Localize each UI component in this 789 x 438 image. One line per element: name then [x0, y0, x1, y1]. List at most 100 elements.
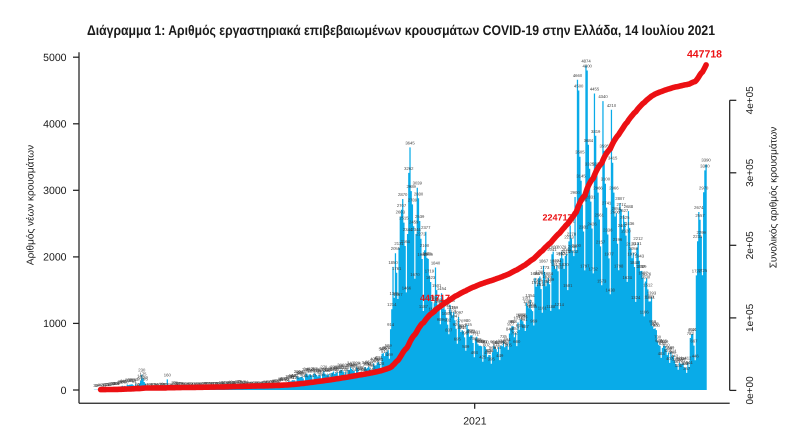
svg-text:3145: 3145 — [576, 174, 586, 179]
svg-text:2021: 2021 — [463, 415, 487, 427]
svg-text:4: 4 — [97, 383, 100, 388]
svg-text:424: 424 — [375, 355, 383, 360]
svg-text:50: 50 — [240, 380, 245, 385]
svg-text:Αριθμός νέων κρουσμάτων: Αριθμός νέων κρουσμάτων — [26, 145, 37, 265]
svg-text:340: 340 — [347, 360, 355, 365]
svg-text:24: 24 — [184, 381, 189, 386]
svg-text:270: 270 — [342, 365, 350, 370]
svg-text:2336: 2336 — [603, 228, 613, 233]
svg-text:1058: 1058 — [517, 313, 527, 318]
svg-text:43: 43 — [218, 380, 223, 385]
svg-text:31: 31 — [176, 381, 181, 386]
svg-text:573: 573 — [494, 345, 502, 350]
svg-text:4500: 4500 — [574, 84, 584, 89]
svg-text:1623: 1623 — [426, 275, 436, 280]
svg-text:2131: 2131 — [632, 241, 642, 246]
svg-text:2080: 2080 — [549, 245, 559, 250]
svg-text:23: 23 — [186, 382, 191, 387]
svg-text:344: 344 — [686, 360, 694, 365]
svg-text:1306: 1306 — [430, 296, 440, 301]
svg-text:1573: 1573 — [597, 278, 607, 283]
svg-text:1188: 1188 — [546, 304, 556, 309]
svg-text:28: 28 — [207, 381, 212, 386]
svg-text:599: 599 — [385, 343, 393, 348]
svg-text:27: 27 — [203, 381, 208, 386]
svg-text:2129: 2129 — [626, 241, 636, 246]
svg-text:664: 664 — [490, 339, 498, 344]
svg-text:2627: 2627 — [619, 208, 629, 213]
svg-text:2966: 2966 — [609, 186, 619, 191]
svg-text:2970: 2970 — [699, 185, 709, 190]
svg-text:2807: 2807 — [615, 196, 625, 201]
svg-text:1722: 1722 — [692, 268, 702, 273]
svg-text:657: 657 — [502, 339, 510, 344]
svg-text:30: 30 — [113, 381, 118, 386]
svg-text:1943: 1943 — [635, 254, 645, 259]
svg-text:232: 232 — [323, 368, 331, 373]
svg-text:3039: 3039 — [413, 181, 423, 186]
svg-text:82: 82 — [129, 378, 134, 383]
svg-text:2658: 2658 — [612, 206, 622, 211]
svg-text:959: 959 — [649, 319, 657, 324]
svg-text:73: 73 — [126, 378, 131, 383]
svg-text:361: 361 — [674, 359, 682, 364]
svg-text:100: 100 — [279, 376, 287, 381]
svg-text:62: 62 — [277, 379, 282, 384]
svg-text:45: 45 — [230, 380, 235, 385]
svg-text:175: 175 — [140, 371, 148, 376]
svg-text:1385: 1385 — [390, 291, 400, 296]
svg-text:706: 706 — [470, 336, 478, 341]
svg-text:1977: 1977 — [604, 251, 614, 256]
svg-text:84: 84 — [285, 377, 290, 382]
svg-text:13: 13 — [104, 382, 109, 387]
svg-text:2196: 2196 — [613, 237, 623, 242]
svg-text:22: 22 — [199, 382, 204, 387]
svg-text:90: 90 — [133, 377, 138, 382]
svg-text:1684: 1684 — [530, 271, 540, 276]
svg-text:4000: 4000 — [43, 119, 67, 131]
svg-text:385: 385 — [678, 357, 686, 362]
svg-text:2377: 2377 — [421, 225, 431, 230]
svg-text:3e+05: 3e+05 — [745, 158, 756, 187]
svg-text:510: 510 — [381, 349, 389, 354]
svg-text:240: 240 — [331, 367, 339, 372]
svg-text:195: 195 — [297, 370, 305, 375]
svg-text:2164: 2164 — [401, 239, 411, 244]
svg-text:792: 792 — [511, 330, 519, 335]
svg-text:666: 666 — [476, 339, 484, 344]
svg-text:33: 33 — [234, 381, 239, 386]
svg-text:3100: 3100 — [601, 177, 611, 182]
svg-text:40: 40 — [222, 380, 227, 385]
svg-text:12: 12 — [163, 382, 168, 387]
svg-text:1097: 1097 — [454, 310, 464, 315]
svg-text:1328: 1328 — [427, 295, 437, 300]
svg-text:982: 982 — [444, 318, 452, 323]
svg-text:102: 102 — [280, 376, 288, 381]
svg-text:661: 661 — [481, 339, 489, 344]
svg-text:1820: 1820 — [559, 262, 569, 267]
svg-text:31: 31 — [206, 381, 211, 386]
svg-text:217: 217 — [305, 369, 313, 374]
svg-text:18: 18 — [192, 382, 197, 387]
svg-text:244: 244 — [322, 367, 330, 372]
svg-text:1214: 1214 — [387, 302, 397, 307]
svg-text:96: 96 — [284, 377, 289, 382]
svg-text:50: 50 — [267, 380, 272, 385]
svg-text:771: 771 — [472, 332, 480, 337]
svg-text:1725: 1725 — [698, 268, 708, 273]
svg-text:3325: 3325 — [585, 162, 595, 167]
svg-text:36: 36 — [172, 381, 177, 386]
svg-text:642: 642 — [501, 340, 509, 345]
svg-text:68: 68 — [273, 379, 278, 384]
svg-text:589: 589 — [462, 344, 470, 349]
svg-text:2789: 2789 — [408, 197, 418, 202]
svg-text:128: 128 — [286, 375, 294, 380]
svg-text:291: 291 — [351, 364, 359, 369]
svg-text:1175: 1175 — [447, 305, 457, 310]
svg-text:671: 671 — [498, 338, 506, 343]
svg-text:2707: 2707 — [397, 203, 407, 208]
svg-text:4660: 4660 — [573, 73, 583, 78]
svg-text:900: 900 — [459, 323, 467, 328]
svg-text:234: 234 — [306, 367, 314, 372]
svg-text:1512: 1512 — [643, 282, 653, 287]
